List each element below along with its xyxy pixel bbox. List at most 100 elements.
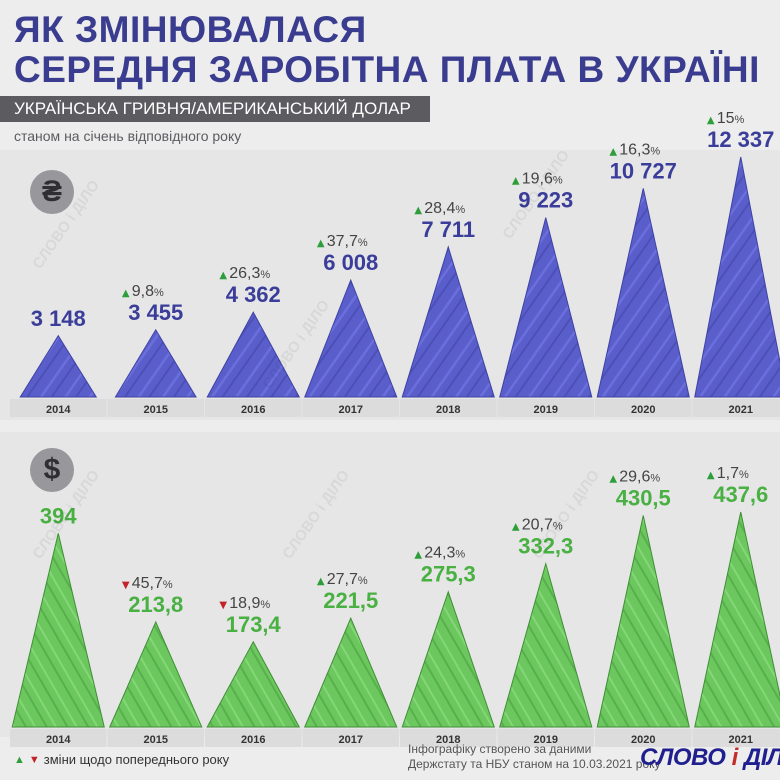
usd-year-label-2017: 2017 <box>339 734 363 746</box>
uah-value-label-2018: 7 711 <box>421 217 475 242</box>
uah-change-up-icon-2021: ▲ <box>707 115 715 126</box>
usd-triangle-2014 <box>11 533 105 728</box>
uah-year-label-2017: 2017 <box>339 404 363 416</box>
usd-year-box-2014 <box>10 729 107 747</box>
uah-triangle-2018 <box>401 245 495 398</box>
uah-change-up-icon-2018: ▲ <box>414 205 422 216</box>
usd-year-box-2021 <box>692 729 780 747</box>
usd-change-down-icon-2016: ▼ <box>219 600 227 611</box>
usd-value-label-2020: 430,5 <box>616 485 671 510</box>
uah-year-label-2015: 2015 <box>144 404 168 416</box>
uah-triangle-2021 <box>694 156 780 398</box>
usd-value-label-2017: 221,5 <box>323 588 378 613</box>
footer-legend: ▲ ▼ зміни щодо попереднього року <box>14 752 229 767</box>
uah-triangle-2019 <box>499 217 593 398</box>
hryvnia-icon: ₴ <box>30 170 74 214</box>
uah-change-label-2018: 28,4% <box>424 200 465 217</box>
uah-change-up-icon-2016: ▲ <box>219 270 227 281</box>
usd-change-up-icon-2019: ▲ <box>512 522 520 533</box>
uah-value-label-2020: 10 727 <box>610 158 677 183</box>
usd-change-up-icon-2020: ▲ <box>609 473 617 484</box>
uah-year-box-2014 <box>10 399 107 417</box>
usd-change-label-2015: 45,7% <box>132 575 173 592</box>
uah-value-label-2017: 6 008 <box>323 250 378 275</box>
uah-year-label-2020: 2020 <box>631 404 655 416</box>
usd-change-label-2021: 1,7% <box>717 465 749 482</box>
uah-change-label-2015: 9,8% <box>132 283 164 300</box>
uah-year-label-2016: 2016 <box>241 404 265 416</box>
uah-year-label-2014: 2014 <box>46 404 71 416</box>
usd-triangle-2019 <box>499 561 593 728</box>
usd-change-up-icon-2021: ▲ <box>707 470 715 481</box>
usd-year-label-2020: 2020 <box>631 734 655 746</box>
usd-change-label-2017: 27,7% <box>327 571 368 588</box>
usd-triangle-2015 <box>108 620 203 728</box>
uah-year-label-2021: 2021 <box>729 404 753 416</box>
uah-change-label-2020: 16,3% <box>619 141 660 158</box>
uah-value-label-2014: 3 148 <box>31 306 86 331</box>
uah-year-box-2018 <box>400 399 497 417</box>
usd-year-box-2019 <box>497 729 594 747</box>
usd-triangle-2016 <box>206 640 301 728</box>
usd-year-box-2020 <box>595 729 692 747</box>
uah-value-label-2015: 3 455 <box>128 300 183 325</box>
uah-change-up-icon-2020: ▲ <box>609 146 617 157</box>
uah-year-box-2019 <box>497 399 594 417</box>
usd-change-down-icon-2015: ▼ <box>122 580 130 591</box>
usd-year-label-2019: 2019 <box>534 734 558 746</box>
usd-change-label-2016: 18,9% <box>229 595 270 612</box>
logo-mid: і <box>731 744 739 771</box>
title-line-2: СЕРЕДНЯ ЗАРОБІТНА ПЛАТА В УКРАЇНІ <box>14 49 760 90</box>
usd-triangle-2017 <box>303 616 398 728</box>
uah-year-box-2015 <box>107 399 204 417</box>
uah-triangle-2016 <box>206 311 301 398</box>
uah-year-box-2021 <box>692 399 780 417</box>
dollar-icon: $ <box>30 448 74 492</box>
uah-change-up-icon-2015: ▲ <box>122 288 130 299</box>
uah-year-box-2020 <box>595 399 692 417</box>
uah-change-label-2016: 26,3% <box>229 265 270 282</box>
source-line-1: Інфографіку створено за даними <box>408 742 592 756</box>
footer-source: Інфографіку створено за даними Держстату… <box>408 742 661 772</box>
uah-change-up-icon-2019: ▲ <box>512 176 520 187</box>
legend-up-triangle-icon: ▲ <box>14 753 25 766</box>
usd-change-label-2019: 20,7% <box>522 517 563 534</box>
uah-value-label-2019: 9 223 <box>518 188 573 213</box>
usd-year-box-2015 <box>107 729 204 747</box>
uah-value-label-2021: 12 337 <box>707 127 774 152</box>
usd-change-label-2018: 24,3% <box>424 545 465 562</box>
uah-triangle-2020 <box>596 188 690 398</box>
usd-value-label-2018: 275,3 <box>421 562 476 587</box>
logo-right: ДІЛО <box>743 744 780 771</box>
usd-year-label-2015: 2015 <box>144 734 168 746</box>
usd-year-label-2016: 2016 <box>241 734 265 746</box>
uah-triangle-2015 <box>114 328 197 398</box>
usd-change-up-icon-2018: ▲ <box>414 550 422 561</box>
uah-change-label-2017: 37,7% <box>327 233 368 250</box>
legend-down-triangle-icon: ▼ <box>28 753 40 766</box>
uah-change-label-2021: 15% <box>717 110 745 127</box>
usd-year-label-2014: 2014 <box>46 734 71 746</box>
uah-year-box-2016 <box>205 399 302 417</box>
usd-triangle-2021 <box>694 511 780 728</box>
usd-year-box-2016 <box>205 729 302 747</box>
usd-value-label-2021: 437,6 <box>713 482 768 507</box>
uah-change-up-icon-2017: ▲ <box>317 238 325 249</box>
usd-value-label-2019: 332,3 <box>518 534 573 559</box>
uah-value-label-2016: 4 362 <box>226 282 281 307</box>
usd-year-label-2021: 2021 <box>729 734 753 746</box>
usd-year-box-2017 <box>302 729 399 747</box>
usd-year-label-2018: 2018 <box>436 734 460 746</box>
logo-left: СЛОВО <box>640 744 726 771</box>
uah-year-box-2017 <box>302 399 399 417</box>
logo: СЛОВО і ДІЛО <box>640 744 780 772</box>
source-line-2: Держстату та НБУ станом на 10.03.2021 ро… <box>408 757 661 771</box>
uah-year-label-2018: 2018 <box>436 404 460 416</box>
uah-triangle-2017 <box>304 278 398 398</box>
usd-year-box-2018 <box>400 729 497 747</box>
title-line-1: ЯК ЗМІНЮВАЛАСЯ <box>14 9 367 50</box>
uah-year-label-2019: 2019 <box>534 404 558 416</box>
